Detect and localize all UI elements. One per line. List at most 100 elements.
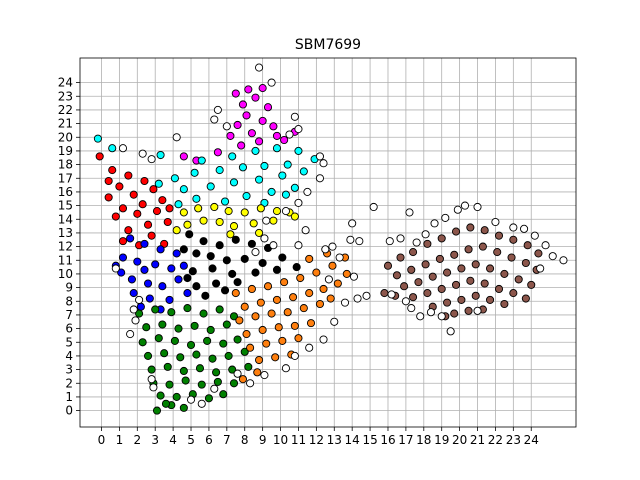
data-point: [192, 350, 201, 359]
data-point: [195, 364, 205, 373]
data-point: [154, 334, 163, 343]
data-point: [145, 294, 154, 303]
data-point: [204, 394, 213, 403]
y-tick-label: 1: [65, 390, 73, 404]
y-tick-label: 15: [58, 199, 73, 213]
data-point: [118, 204, 128, 213]
data-point: [500, 299, 509, 309]
data-point: [294, 241, 303, 250]
data-point: [143, 279, 153, 288]
data-point: [536, 264, 545, 273]
data-point: [206, 182, 215, 191]
y-tick-label: 19: [58, 144, 73, 158]
data-point: [149, 185, 158, 194]
data-point: [294, 334, 303, 343]
data-point: [283, 308, 292, 317]
data-point: [480, 279, 489, 288]
data-point: [228, 152, 237, 161]
data-point: [255, 175, 264, 184]
data-point: [294, 198, 303, 207]
data-point: [238, 163, 247, 172]
data-point: [161, 399, 170, 408]
series-9: [111, 63, 568, 408]
data-point: [233, 278, 242, 287]
data-point: [190, 168, 199, 177]
data-point: [127, 275, 136, 284]
data-point: [258, 325, 267, 335]
data-point: [149, 383, 158, 392]
chart-title: SBM7699: [295, 37, 361, 53]
data-point: [213, 148, 222, 157]
data-point: [199, 309, 208, 318]
y-tick-label: 20: [58, 130, 73, 144]
data-point: [290, 183, 299, 192]
data-point: [229, 379, 239, 388]
data-point: [527, 280, 536, 289]
data-point: [208, 264, 217, 273]
data-point: [396, 253, 405, 262]
data-point: [348, 219, 357, 228]
data-point: [231, 89, 240, 98]
data-point: [147, 365, 156, 374]
data-point: [460, 201, 470, 210]
data-point: [215, 217, 224, 227]
data-point: [199, 237, 208, 246]
data-point: [421, 260, 430, 269]
data-point: [480, 226, 489, 235]
data-point: [509, 235, 518, 244]
data-point: [269, 241, 278, 250]
data-point: [108, 144, 117, 153]
data-point: [192, 249, 201, 258]
data-point: [437, 234, 446, 243]
data-point: [349, 272, 359, 281]
data-point: [140, 265, 149, 274]
y-tick-label: 18: [58, 158, 73, 172]
data-point: [124, 226, 133, 235]
data-point: [255, 63, 264, 72]
data-point: [93, 134, 102, 143]
x-tick-label: 15: [362, 433, 377, 447]
data-point: [152, 406, 162, 415]
data-point: [305, 343, 314, 352]
data-point: [269, 216, 278, 225]
data-point: [231, 289, 240, 298]
x-tick-label: 22: [488, 433, 503, 447]
data-point: [124, 171, 133, 180]
data-point: [289, 293, 298, 302]
data-point: [126, 330, 135, 339]
data-point: [457, 264, 466, 273]
data-point: [133, 257, 142, 266]
data-point: [140, 239, 149, 248]
data-point: [165, 380, 174, 389]
data-point: [183, 304, 192, 313]
data-point: [312, 268, 321, 277]
data-point: [170, 336, 179, 345]
data-point: [220, 286, 230, 295]
data-point: [229, 178, 239, 187]
data-point: [179, 366, 188, 376]
data-point: [118, 237, 128, 246]
data-point: [197, 156, 206, 165]
data-point: [380, 289, 389, 298]
data-point: [206, 325, 215, 335]
data-point: [451, 280, 461, 289]
data-point: [494, 231, 504, 240]
data-point: [251, 248, 260, 257]
data-point: [249, 219, 258, 228]
data-point: [111, 264, 120, 273]
data-point: [226, 230, 235, 239]
x-tick-label: 8: [241, 433, 249, 447]
series-2: [95, 152, 174, 250]
data-point: [240, 254, 249, 263]
y-tick-label: 5: [65, 335, 73, 349]
data-point: [315, 299, 324, 309]
data-point: [292, 263, 301, 272]
data-point: [126, 234, 135, 243]
data-point: [163, 217, 172, 227]
y-tick-label: 14: [58, 212, 73, 226]
data-point: [199, 216, 208, 225]
data-point: [129, 190, 138, 199]
data-point: [541, 241, 550, 250]
data-point: [138, 200, 147, 209]
data-point: [285, 130, 294, 139]
